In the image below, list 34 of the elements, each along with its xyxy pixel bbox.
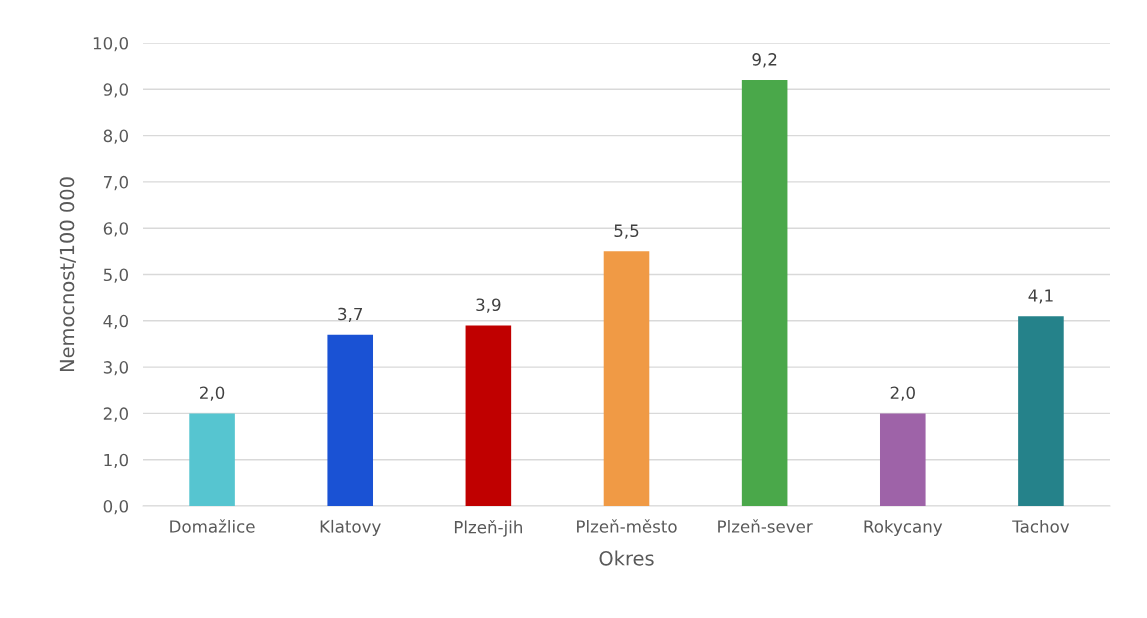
y-tick-label: 3,0: [103, 361, 128, 376]
x-tick-label: Rokycany: [864, 519, 943, 537]
bar: [465, 325, 512, 506]
bar: [1018, 316, 1064, 506]
data-label: 3,9: [476, 298, 501, 313]
bar: [603, 251, 650, 506]
y-tick-label: 0,0: [103, 499, 128, 515]
data-label: 9,2: [752, 53, 777, 68]
bar: [327, 334, 374, 506]
data-label: 2,0: [890, 386, 915, 401]
y-tick-label: 1,0: [104, 453, 128, 468]
x-tick-label: Klatovy: [320, 519, 381, 537]
y-tick-label: 4,0: [103, 314, 128, 330]
y-tick-label: 2,0: [103, 407, 128, 422]
bar: [189, 413, 235, 506]
x-tick-label: Tachov: [1012, 519, 1070, 533]
bar: [741, 80, 788, 506]
y-tick-label: 6,0: [103, 222, 128, 237]
y-tick-label: 8,0: [103, 129, 128, 144]
data-label: 5,5: [614, 224, 639, 239]
y-tick-label: 9,0: [103, 83, 128, 98]
y-tick-label: 10,0: [93, 36, 128, 52]
x-tick-label: Plzeň-sever: [718, 519, 813, 533]
x-axis-title: Okres: [599, 550, 654, 566]
y-axis-title: Nemocnost/100 000: [59, 177, 76, 372]
x-tick-label: Domažlice: [170, 519, 255, 533]
data-label: 3,7: [338, 307, 363, 323]
data-label: 2,0: [200, 386, 225, 401]
data-label: 4,1: [1028, 289, 1053, 304]
x-tick-label: Plzeň-město: [577, 519, 677, 533]
y-tick-label: 5,0: [103, 268, 128, 283]
x-tick-label: Plzeň-jih: [454, 519, 522, 537]
y-tick-label: 7,0: [103, 175, 128, 191]
bar: [879, 413, 926, 506]
